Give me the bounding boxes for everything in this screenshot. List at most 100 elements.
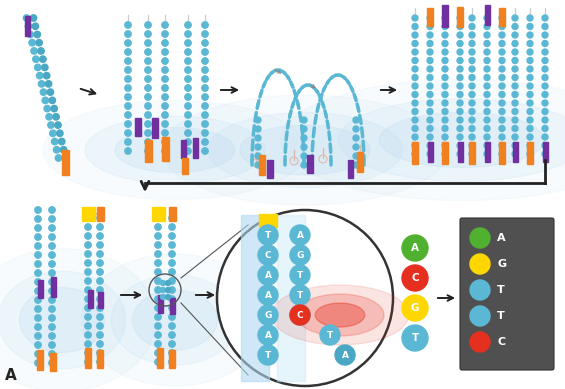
Bar bbox=[428, 142, 432, 162]
Text: T: T bbox=[497, 285, 505, 295]
Circle shape bbox=[301, 117, 307, 123]
Text: C: C bbox=[497, 337, 505, 347]
Circle shape bbox=[97, 305, 103, 311]
Circle shape bbox=[527, 32, 533, 38]
Circle shape bbox=[527, 109, 533, 114]
Circle shape bbox=[512, 91, 518, 98]
Circle shape bbox=[527, 15, 533, 21]
Circle shape bbox=[145, 130, 151, 136]
Circle shape bbox=[125, 49, 131, 55]
Circle shape bbox=[412, 91, 418, 98]
Circle shape bbox=[412, 109, 418, 114]
Circle shape bbox=[402, 325, 428, 351]
Circle shape bbox=[442, 100, 448, 106]
Text: T: T bbox=[297, 291, 303, 300]
Circle shape bbox=[145, 31, 151, 37]
Bar bbox=[485, 142, 489, 162]
Circle shape bbox=[442, 75, 448, 81]
Circle shape bbox=[412, 126, 418, 131]
Circle shape bbox=[125, 85, 131, 91]
Circle shape bbox=[85, 305, 91, 311]
Circle shape bbox=[258, 285, 278, 305]
Bar bbox=[151, 207, 164, 221]
Circle shape bbox=[85, 332, 91, 338]
Circle shape bbox=[255, 144, 261, 150]
Bar bbox=[85, 348, 91, 368]
Circle shape bbox=[255, 135, 261, 141]
Circle shape bbox=[402, 235, 428, 261]
Circle shape bbox=[542, 142, 548, 149]
Circle shape bbox=[412, 100, 418, 106]
Circle shape bbox=[469, 142, 475, 149]
Circle shape bbox=[484, 66, 490, 72]
Circle shape bbox=[155, 296, 161, 302]
Circle shape bbox=[37, 72, 43, 79]
Circle shape bbox=[23, 15, 30, 21]
Circle shape bbox=[457, 40, 463, 47]
Circle shape bbox=[258, 305, 278, 325]
Circle shape bbox=[442, 142, 448, 149]
Circle shape bbox=[484, 58, 490, 63]
Circle shape bbox=[35, 351, 41, 357]
Circle shape bbox=[258, 345, 278, 365]
Circle shape bbox=[427, 15, 433, 21]
Circle shape bbox=[35, 324, 41, 330]
Circle shape bbox=[125, 31, 131, 37]
Circle shape bbox=[35, 279, 41, 285]
Circle shape bbox=[44, 72, 50, 79]
Circle shape bbox=[457, 134, 463, 140]
Circle shape bbox=[85, 269, 91, 275]
Circle shape bbox=[470, 254, 490, 274]
Bar bbox=[512, 142, 518, 162]
Circle shape bbox=[162, 31, 168, 37]
Circle shape bbox=[412, 117, 418, 123]
Ellipse shape bbox=[20, 287, 105, 352]
Ellipse shape bbox=[240, 125, 370, 175]
Circle shape bbox=[40, 89, 47, 95]
Circle shape bbox=[469, 126, 475, 131]
Circle shape bbox=[125, 103, 131, 109]
Circle shape bbox=[155, 332, 161, 338]
Circle shape bbox=[484, 32, 490, 38]
Circle shape bbox=[512, 83, 518, 89]
Circle shape bbox=[97, 278, 103, 284]
Circle shape bbox=[542, 58, 548, 63]
Circle shape bbox=[427, 126, 433, 131]
Bar bbox=[88, 290, 93, 308]
Circle shape bbox=[162, 148, 168, 154]
Circle shape bbox=[484, 49, 490, 55]
Circle shape bbox=[145, 76, 151, 82]
Circle shape bbox=[162, 85, 168, 91]
Text: T: T bbox=[497, 311, 505, 321]
Circle shape bbox=[457, 15, 463, 21]
Circle shape bbox=[290, 285, 310, 305]
Circle shape bbox=[162, 67, 168, 73]
Circle shape bbox=[512, 126, 518, 131]
Circle shape bbox=[412, 15, 418, 21]
Circle shape bbox=[290, 265, 310, 285]
Bar bbox=[193, 138, 198, 158]
Circle shape bbox=[160, 287, 166, 293]
Circle shape bbox=[499, 117, 505, 123]
Circle shape bbox=[49, 97, 55, 103]
Circle shape bbox=[484, 40, 490, 47]
Circle shape bbox=[469, 83, 475, 89]
Circle shape bbox=[427, 75, 433, 81]
Circle shape bbox=[85, 341, 91, 347]
Circle shape bbox=[125, 40, 131, 46]
Text: A: A bbox=[497, 233, 506, 243]
Circle shape bbox=[49, 342, 55, 348]
Circle shape bbox=[527, 83, 533, 89]
Circle shape bbox=[169, 260, 175, 266]
Circle shape bbox=[49, 243, 55, 249]
Circle shape bbox=[427, 49, 433, 55]
Circle shape bbox=[412, 58, 418, 63]
Circle shape bbox=[35, 234, 41, 240]
Circle shape bbox=[499, 75, 505, 81]
Circle shape bbox=[469, 75, 475, 81]
Bar bbox=[135, 118, 141, 136]
Circle shape bbox=[202, 76, 208, 82]
Circle shape bbox=[162, 139, 168, 145]
Circle shape bbox=[31, 15, 37, 21]
Bar bbox=[499, 8, 505, 26]
